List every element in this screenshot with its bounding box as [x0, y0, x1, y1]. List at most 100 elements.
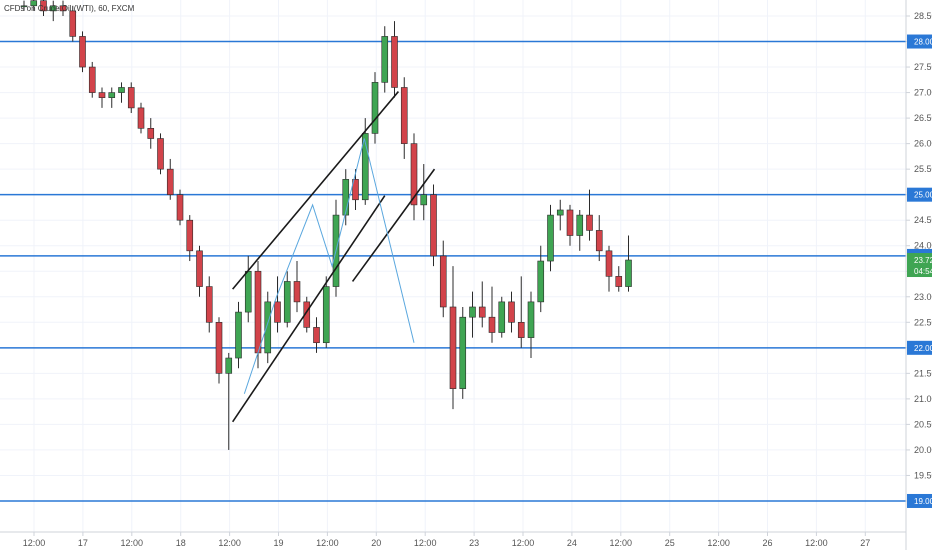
- price-tick-label: 25.50: [914, 164, 932, 174]
- candle-body: [605, 250, 613, 277]
- price-tick-label: 21.00: [914, 394, 932, 404]
- candle-body: [118, 87, 125, 93]
- countdown-label: 04:54: [914, 267, 932, 276]
- time-tick-label: 20: [371, 538, 381, 548]
- channel-trend-line: [351, 168, 436, 282]
- candle-body: [391, 36, 398, 88]
- candle-body: [371, 82, 379, 134]
- candle-body: [430, 194, 437, 257]
- candle-body: [20, 5, 28, 8]
- price-tick-label: 23.00: [914, 292, 932, 302]
- time-tick-label: 12:00: [218, 538, 241, 548]
- candle-body: [235, 311, 242, 359]
- time-tick-label: 12:00: [121, 538, 144, 548]
- projection-path: [243, 138, 415, 394]
- price-tick-label: 26.00: [914, 139, 932, 149]
- candle-body: [157, 138, 164, 170]
- time-tick-label: 12:00: [414, 538, 437, 548]
- price-tick-label: 27.00: [914, 88, 932, 98]
- level-badge: [907, 340, 932, 355]
- candle-body: [186, 219, 194, 252]
- time-tick-label: 12:00: [707, 538, 730, 548]
- candle-body: [361, 133, 369, 201]
- price-tick-label: 21.50: [914, 368, 932, 378]
- price-tick-label: 20.00: [914, 445, 932, 455]
- candle-body: [322, 286, 330, 344]
- candle-body: [225, 357, 233, 374]
- time-tick-label: 18: [176, 538, 186, 548]
- level-badge-label: 19.00: [914, 497, 932, 506]
- price-tick-label: 22.50: [914, 317, 932, 327]
- level-badge-label: 22.00: [914, 344, 932, 353]
- candle-body: [537, 260, 545, 303]
- candle-body: [459, 316, 467, 389]
- time-tick-label: 19: [273, 538, 283, 548]
- candle-body: [381, 36, 389, 83]
- candle-body: [215, 321, 223, 374]
- candle-body: [410, 143, 418, 206]
- candle-body: [478, 306, 486, 318]
- level-badge: [907, 187, 932, 202]
- candle-body: [254, 270, 262, 354]
- time-tick-label: 12:00: [23, 538, 46, 548]
- candle-body: [342, 179, 350, 216]
- candle-body: [488, 316, 496, 333]
- candle-body: [88, 66, 96, 93]
- candle-body: [615, 276, 623, 287]
- candle-body: [508, 301, 515, 323]
- candle-body: [49, 5, 57, 12]
- level-badge: [907, 34, 932, 49]
- candle-body: [352, 179, 359, 201]
- candle-body: [244, 270, 252, 313]
- candle-body: [293, 281, 301, 303]
- candle-body: [517, 321, 525, 338]
- candles: [20, 0, 632, 450]
- candle-body: [527, 301, 535, 338]
- price-tick-label: 26.50: [914, 113, 932, 123]
- current-price-badge: [907, 253, 932, 278]
- candle-body: [98, 92, 106, 98]
- level-badge-label: 25.00: [914, 191, 932, 200]
- horizontal-levels: [0, 40, 906, 502]
- candle-body: [556, 209, 564, 216]
- candle-body: [420, 194, 428, 206]
- candle-body: [40, 0, 47, 12]
- drawings: [231, 91, 436, 423]
- candle-body: [176, 194, 184, 221]
- candle-body: [30, 0, 38, 7]
- candle-body: [79, 36, 86, 68]
- time-tick-label: 12:00: [805, 538, 828, 548]
- time-tick-label: 23: [469, 538, 479, 548]
- candle-body: [566, 209, 574, 236]
- candle-body: [303, 301, 311, 328]
- time-tick-label: 12:00: [316, 538, 339, 548]
- current-price-label: 23.72: [914, 256, 932, 265]
- candle-body: [439, 255, 447, 308]
- candle-body: [127, 87, 135, 109]
- price-tick-label: 24.50: [914, 215, 932, 225]
- level-badge: [907, 493, 932, 508]
- candle-body: [313, 327, 320, 344]
- candle-body: [576, 214, 584, 236]
- level-badge-label: 28.00: [914, 38, 932, 47]
- candle-body: [274, 301, 281, 323]
- candle-body: [283, 281, 291, 323]
- candle-body: [469, 306, 476, 318]
- time-tick-label: 24: [567, 538, 577, 548]
- candle-body: [595, 230, 603, 252]
- candle-body: [166, 168, 174, 195]
- candle-body: [196, 250, 203, 287]
- candle-body: [400, 87, 408, 144]
- candle-body: [449, 306, 457, 389]
- channel-trend-line: [231, 195, 386, 423]
- price-tick-label: 28.50: [914, 11, 932, 21]
- candle-body: [205, 286, 213, 323]
- price-tick-label: 27.50: [914, 62, 932, 72]
- time-tick-label: 17: [78, 538, 88, 548]
- candle-body: [147, 128, 155, 139]
- candle-body: [108, 92, 116, 98]
